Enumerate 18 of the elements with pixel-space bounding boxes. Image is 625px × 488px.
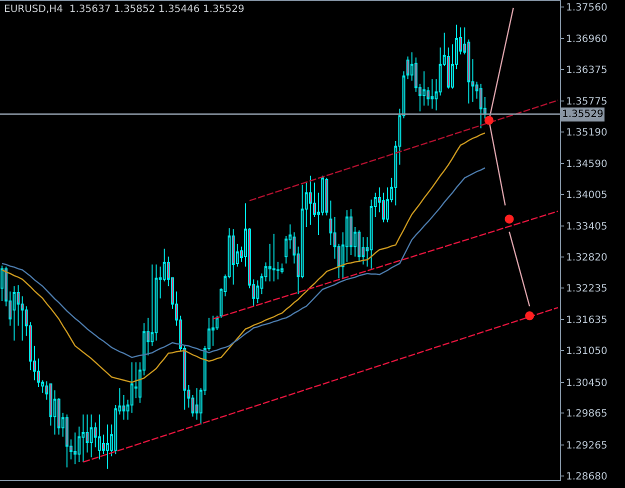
y-tick-label: 1.28680 (566, 471, 608, 482)
y-tick-label: 1.31050 (566, 346, 608, 358)
y-tick-label: 1.36960 (566, 34, 608, 45)
y-tick-label: 1.35775 (566, 96, 608, 108)
y-tick-label: 1.30450 (566, 378, 608, 389)
y-tick-label: 1.36375 (566, 64, 608, 76)
y-tick-label: 1.37560 (566, 2, 608, 14)
y-tick-label: 1.35190 (566, 127, 608, 138)
y-tick-label: 1.29865 (566, 408, 608, 420)
y-tick-label: 1.34005 (566, 190, 608, 202)
y-tick-label: 1.32820 (566, 252, 608, 264)
chart-title: EURUSD,H4 1.35637 1.35852 1.35446 1.35529 (4, 4, 244, 15)
y-tick-label: 1.32235 (566, 284, 608, 295)
y-tick-label: 1.33405 (566, 222, 608, 233)
ref-line-label: 1.35529 (562, 109, 604, 120)
y-tick-label: 1.31635 (566, 315, 608, 326)
y-tick-label: 1.34590 (566, 159, 608, 170)
y-tick-label: 1.29265 (566, 440, 608, 452)
